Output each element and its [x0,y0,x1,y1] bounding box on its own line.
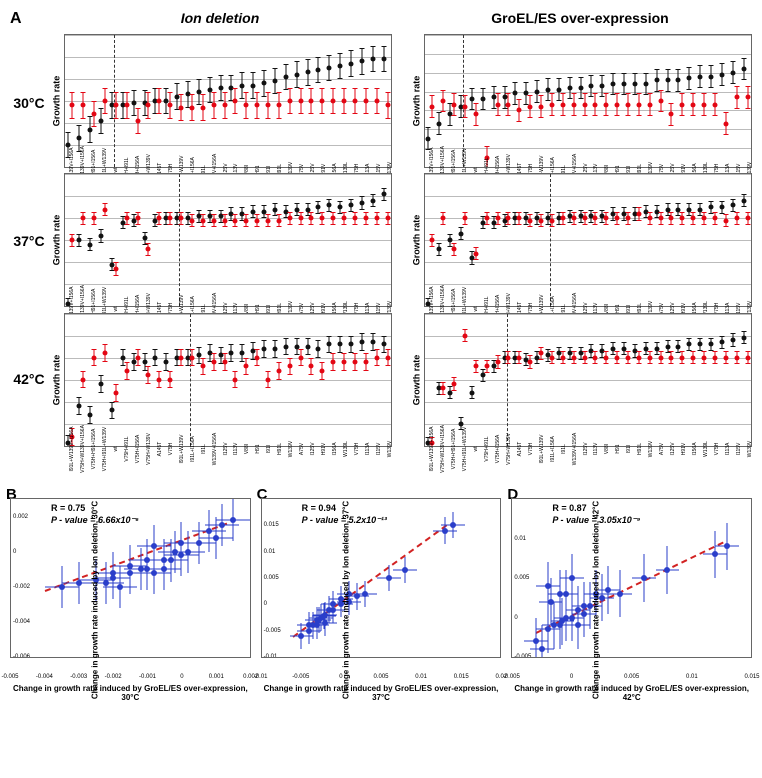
col-title-lon: Ion deletion [48,10,392,30]
ylabel: Growth rate [408,173,424,307]
ylabel: Growth rate [408,313,424,447]
ylabel: Growth rate [48,173,64,307]
x-label: Change in growth rate induced by GroEL/E… [10,684,251,702]
ylabel: Growth rate [408,34,424,168]
figure: A 30°C 37°C 42°C Ion deletion GroEL/ES o… [10,10,752,702]
chart-lon37: Growth rateI91L+W139V+I156AV75H+W139V+I1… [48,173,392,307]
x-label: Change in growth rate induced by GroEL/E… [511,684,752,702]
panel-b: BR = 0.75P - value = 6.66x10⁻⁶-0.006-0.0… [10,498,251,702]
panel-c: CR = 0.94P - value = 5.2x10⁻¹³-0.01-0.00… [261,498,502,702]
scatter-area: R = 0.94P - value = 5.2x10⁻¹³-0.01-0.005… [261,498,502,658]
y-label: Change in growth rate induced by lon del… [91,501,100,699]
row-label-30: 30°C [10,34,48,172]
y-label: Change in growth rate induced by lon del… [592,501,601,699]
scatter-area: R = 0.75P - value = 6.66x10⁻⁶-0.006-0.00… [10,498,251,658]
r-value: R = 0.94 [302,503,336,513]
x-categories: I91L+W139V+I156AV75H+W139V+I156AV75H+H91… [64,447,392,485]
panel-a: 30°C 37°C 42°C Ion deletion GroEL/ES ove… [10,10,752,448]
chart-gro42: Growth rateI91L+W139V+I156AV75H+W139V+I1… [408,313,752,447]
chart-gro30: Growth rateI91L+W139V+I156AV75H+W139V+I1… [408,34,752,168]
row-label-42: 42°C [10,310,48,448]
scatter-area: R = 0.87P - value = 3.05x10⁻⁹-0.00500.00… [511,498,752,658]
r-value: R = 0.75 [51,503,85,513]
x-label: Change in growth rate induced by GroEL/E… [261,684,502,702]
ylabel: Growth rate [48,313,64,447]
grid-a: Ion deletion GroEL/ES over-expression Gr… [48,10,752,448]
chart-gro37: Growth rateI91L+W139V+I156AV75H+W139V+I1… [408,173,752,307]
chart-lon30: Growth rateI91L+W139V+I156AV75H+W139V+I1… [48,34,392,168]
row-label-37: 37°C [10,172,48,310]
chart-lon42: Growth rateI91L+W139V+I156AV75H+W139V+I1… [48,313,392,447]
r-value: R = 0.87 [552,503,586,513]
ylabel: Growth rate [48,34,64,168]
row-labels: 30°C 37°C 42°C [10,10,48,448]
panel-a-tag: A [10,10,22,28]
panel-d: DR = 0.87P - value = 3.05x10⁻⁹-0.00500.0… [511,498,752,702]
x-categories: I91L+W139V+I156AV75H+W139V+I156AV75H+H91… [424,447,752,485]
y-label: Change in growth rate induced by lon del… [341,501,350,699]
col-title-gro: GroEL/ES over-expression [408,10,752,30]
bottom-row: BR = 0.75P - value = 6.66x10⁻⁶-0.006-0.0… [10,498,752,702]
